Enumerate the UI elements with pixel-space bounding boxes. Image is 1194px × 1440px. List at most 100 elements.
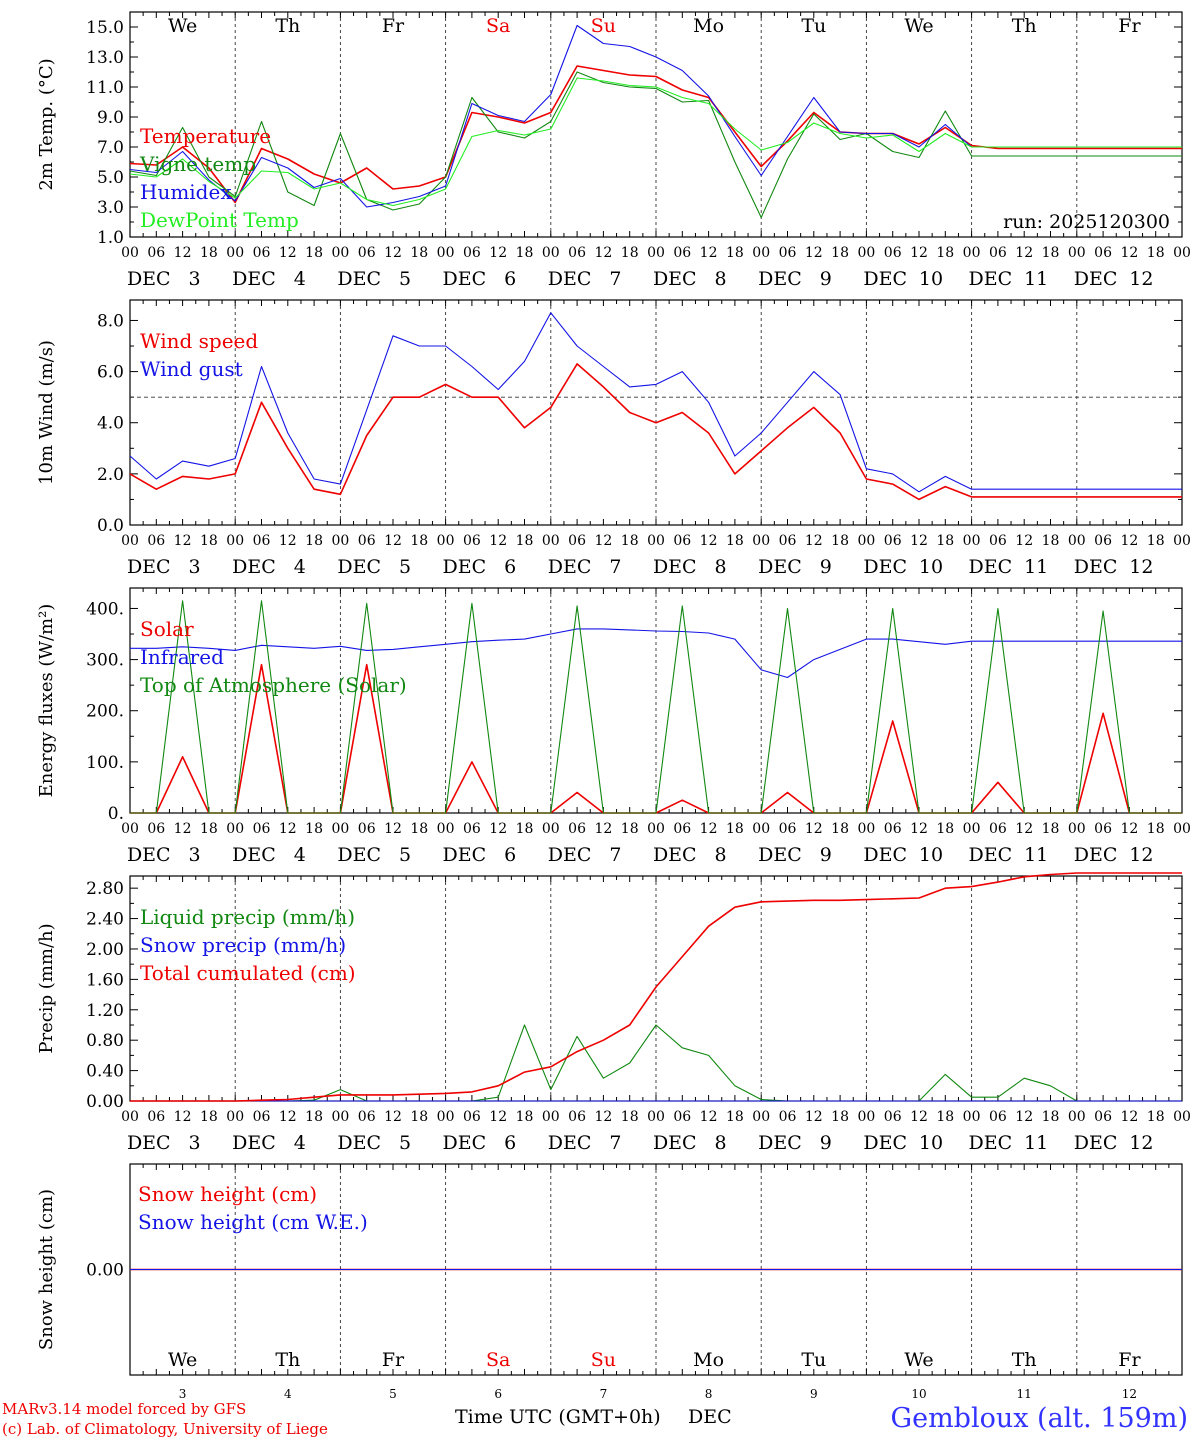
hour-label: 18	[726, 821, 744, 837]
day-name-top: Fr	[1118, 15, 1141, 37]
hour-label: 00	[226, 245, 244, 261]
date-month-label: DEC	[1074, 844, 1118, 866]
hour-label: 06	[779, 245, 797, 261]
hour-label: 06	[673, 1109, 691, 1125]
hour-label: 06	[568, 533, 586, 549]
day-name-bottom: Tu	[801, 1349, 826, 1371]
y-tick-label: 8.0	[97, 311, 124, 331]
y-tick-label: 5.0	[97, 168, 124, 188]
hour-label: 18	[621, 1109, 639, 1125]
day-name-top: We	[168, 15, 197, 37]
hour-label: 18	[936, 821, 954, 837]
hour-label: 06	[147, 533, 165, 549]
hour-label: 00	[1068, 821, 1086, 837]
hour-label: 18	[410, 821, 428, 837]
hour-label: 06	[1094, 1109, 1112, 1125]
day-name-top: Mo	[693, 15, 724, 37]
hour-label: 18	[1042, 533, 1060, 549]
date-day-label: 10	[919, 556, 943, 578]
hour-label: 18	[516, 533, 534, 549]
panel-frame-energy	[129, 587, 1183, 814]
y-tick-label: 15.0	[86, 18, 124, 38]
hour-label: 18	[305, 245, 323, 261]
hour-label: 12	[279, 245, 297, 261]
hour-label: 12	[700, 821, 718, 837]
hour-label: 18	[200, 245, 218, 261]
panel-frame-temp	[129, 11, 1183, 238]
hour-label: 12	[1120, 821, 1138, 837]
hour-label: 00	[331, 533, 349, 549]
hour-label: 12	[594, 821, 612, 837]
hour-label: 18	[1042, 245, 1060, 261]
date-month-label: DEC	[443, 1132, 487, 1154]
day-name-bottom: We	[168, 1349, 197, 1371]
date-day-label: 7	[609, 268, 621, 290]
hour-label: 12	[279, 821, 297, 837]
station-name: Gembloux (alt. 159m)	[891, 1403, 1188, 1434]
date-number-bottom: 11	[1017, 1387, 1032, 1401]
date-month-label: DEC	[127, 556, 171, 578]
hour-label: 18	[516, 821, 534, 837]
date-day-label: 10	[919, 1132, 943, 1154]
hour-label: 06	[779, 1109, 797, 1125]
hour-label: 18	[410, 245, 428, 261]
hour-label: 00	[226, 1109, 244, 1125]
y-tick-label: 6.0	[97, 363, 124, 383]
y-tick-label: 2.80	[86, 879, 124, 899]
hour-label: 18	[936, 245, 954, 261]
hour-label: 06	[568, 1109, 586, 1125]
legend-snow-height-cm-w-e-: Snow height (cm W.E.)	[138, 1210, 368, 1234]
date-month-label: DEC	[863, 844, 907, 866]
hour-label: 06	[779, 533, 797, 549]
hour-label: 06	[253, 1109, 271, 1125]
y-tick-label: 0.0	[97, 516, 124, 536]
hour-label: 18	[621, 821, 639, 837]
y-tick-label: 4.0	[97, 414, 124, 434]
date-month-label: DEC	[337, 268, 381, 290]
date-number-bottom: 7	[600, 1387, 608, 1401]
series-line-infrared	[130, 628, 1182, 679]
date-month-label: DEC	[653, 844, 697, 866]
hour-label: 06	[147, 245, 165, 261]
hour-label: 18	[1042, 1109, 1060, 1125]
series-line-dewpoint-temp	[129, 77, 1182, 207]
xaxis-month: DEC	[688, 1406, 732, 1428]
hour-label: 12	[384, 533, 402, 549]
hour-label: 06	[989, 1109, 1007, 1125]
date-day-label: 6	[504, 844, 516, 866]
date-month-label: DEC	[969, 1132, 1013, 1154]
hour-label: 12	[279, 1109, 297, 1125]
date-month-label: DEC	[127, 1132, 171, 1154]
hour-label: 18	[621, 533, 639, 549]
hour-label: 18	[305, 821, 323, 837]
date-day-label: 9	[820, 268, 832, 290]
date-month-label: DEC	[232, 1132, 276, 1154]
date-month-label: DEC	[1074, 268, 1118, 290]
day-name-top: Su	[591, 15, 616, 37]
date-day-label: 6	[504, 1132, 516, 1154]
legend-vigne-temp: Vigne temp	[139, 152, 256, 176]
legend-humidex: Humidex	[140, 180, 232, 204]
hour-label: 12	[910, 1109, 928, 1125]
date-month-label: DEC	[758, 556, 802, 578]
date-day-label: 11	[1024, 268, 1048, 290]
hour-label: 12	[910, 821, 928, 837]
hour-label: 00	[121, 533, 139, 549]
date-number-bottom: 9	[810, 1387, 818, 1401]
date-day-label: 5	[399, 556, 411, 578]
hour-label: 00	[331, 245, 349, 261]
hour-label: 06	[463, 533, 481, 549]
hour-label: 12	[174, 533, 192, 549]
hour-label: 00	[647, 533, 665, 549]
legend-total-cumulated-cm-: Total cumulated (cm)	[140, 961, 356, 985]
hour-label: 18	[1147, 1109, 1165, 1125]
date-day-label: 9	[820, 1132, 832, 1154]
day-name-top: Fr	[382, 15, 405, 37]
date-month-label: DEC	[653, 268, 697, 290]
hour-label: 12	[594, 1109, 612, 1125]
date-day-label: 7	[609, 1132, 621, 1154]
series-line-temperature	[129, 65, 1182, 204]
hour-label: 06	[147, 1109, 165, 1125]
hour-label: 12	[384, 245, 402, 261]
